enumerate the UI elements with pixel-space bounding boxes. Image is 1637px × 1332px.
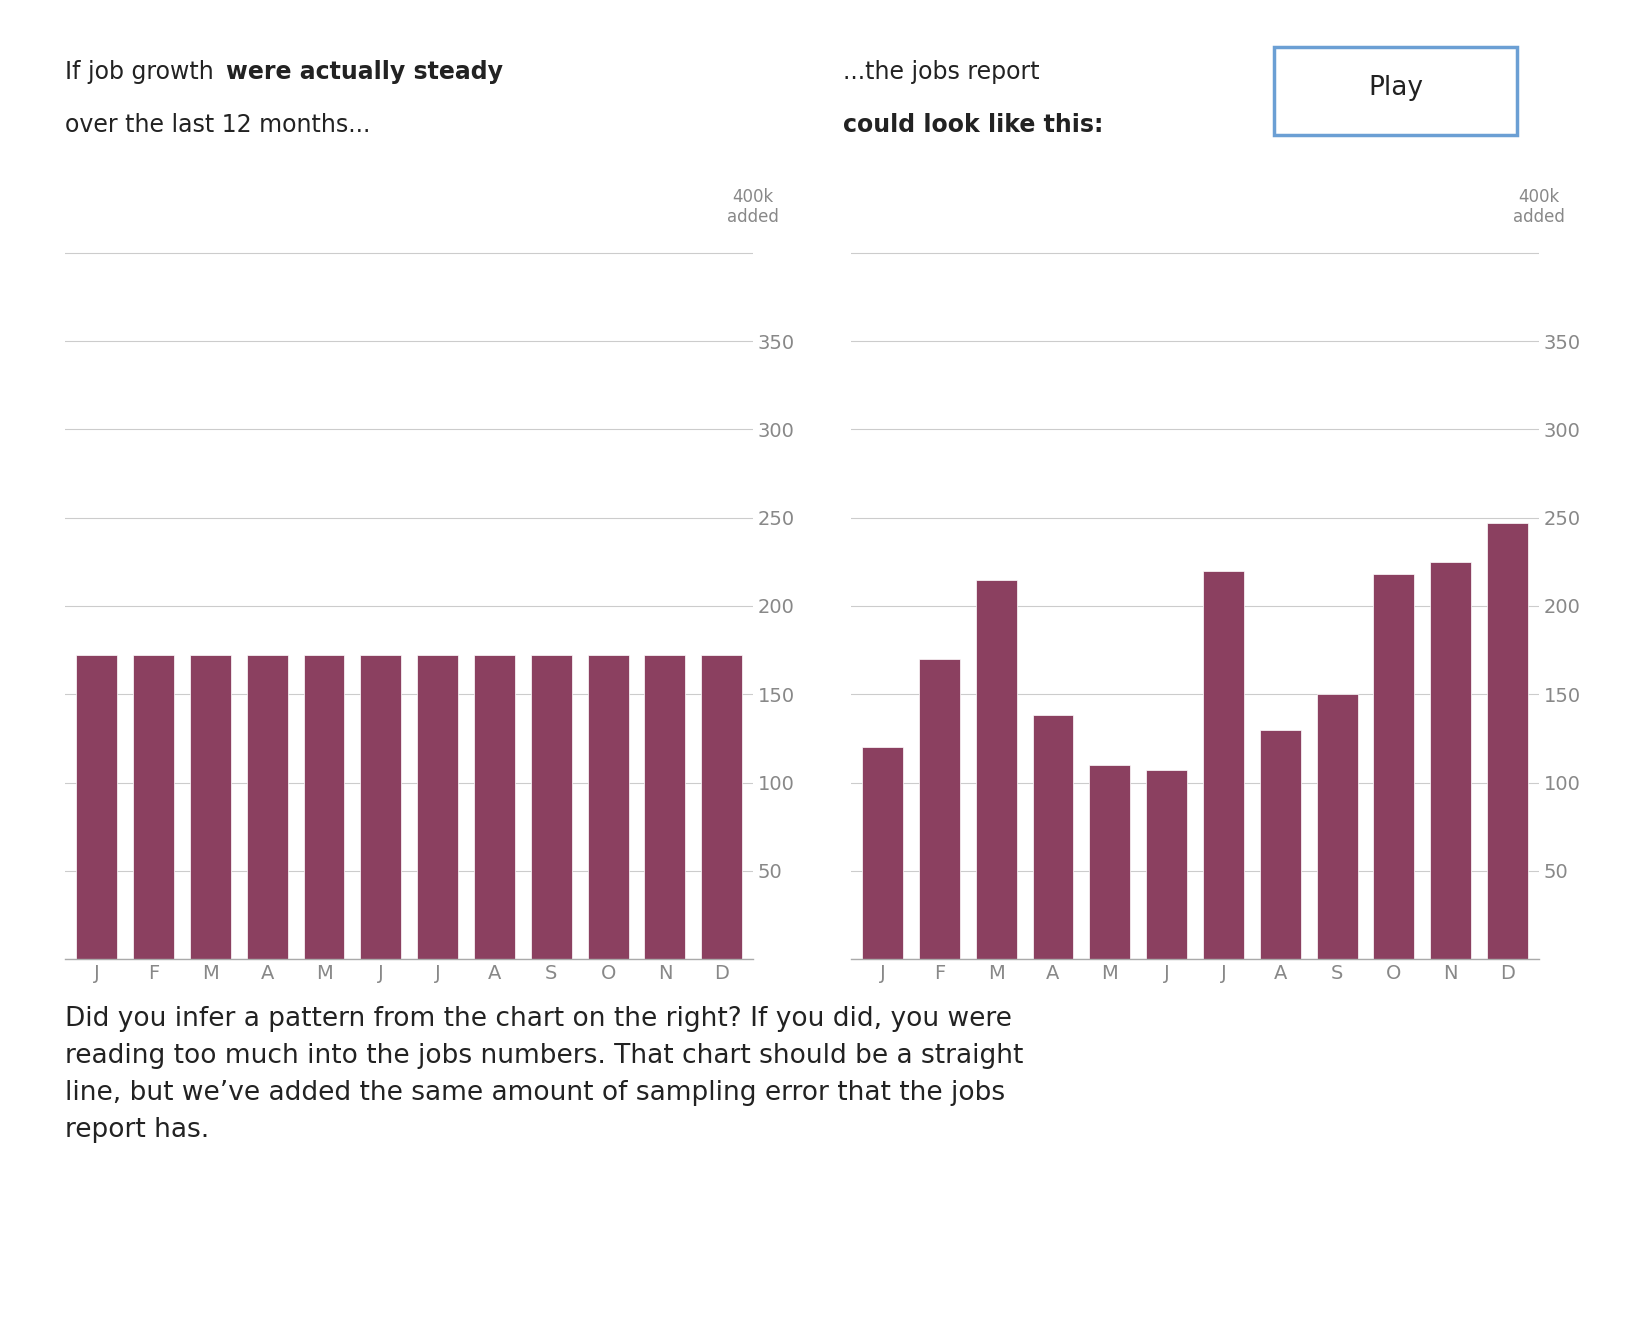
Text: 400k
added: 400k added [1513,188,1565,226]
Bar [417,655,458,959]
Text: ...the jobs report: ...the jobs report [843,60,1039,84]
Bar [1486,523,1527,959]
Bar [530,655,571,959]
Bar [918,659,959,959]
Bar [645,655,686,959]
Bar [1203,570,1244,959]
Bar [1316,694,1357,959]
Bar [976,579,1017,959]
Bar [133,655,174,959]
Bar [247,655,288,959]
Bar [190,655,231,959]
Bar [475,655,516,959]
Text: If job growth: If job growth [65,60,221,84]
Bar [1033,715,1074,959]
Text: could look like this:: could look like this: [843,113,1103,137]
Bar [1431,562,1472,959]
Bar [1373,574,1414,959]
FancyBboxPatch shape [1274,47,1517,135]
Text: were actually steady: were actually steady [226,60,503,84]
Bar [863,747,904,959]
Bar [1260,730,1301,959]
Bar [360,655,401,959]
Text: over the last 12 months...: over the last 12 months... [65,113,372,137]
Bar [588,655,629,959]
Bar [77,655,118,959]
Bar [1089,765,1130,959]
Text: Did you infer a pattern from the chart on the right? If you did, you were
readin: Did you infer a pattern from the chart o… [65,1006,1023,1143]
Text: Play: Play [1369,75,1423,101]
Bar [701,655,742,959]
Bar [303,655,344,959]
Bar [1146,770,1187,959]
Text: 400k
added: 400k added [727,188,779,226]
